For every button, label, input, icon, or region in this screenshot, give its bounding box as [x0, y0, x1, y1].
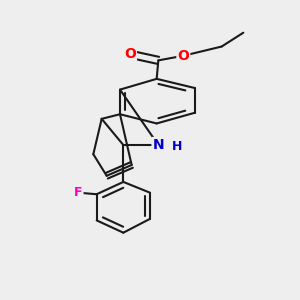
Text: O: O	[124, 47, 136, 61]
Text: F: F	[74, 186, 82, 199]
Text: O: O	[177, 49, 189, 63]
Text: H: H	[172, 140, 182, 153]
Text: N: N	[152, 138, 164, 152]
